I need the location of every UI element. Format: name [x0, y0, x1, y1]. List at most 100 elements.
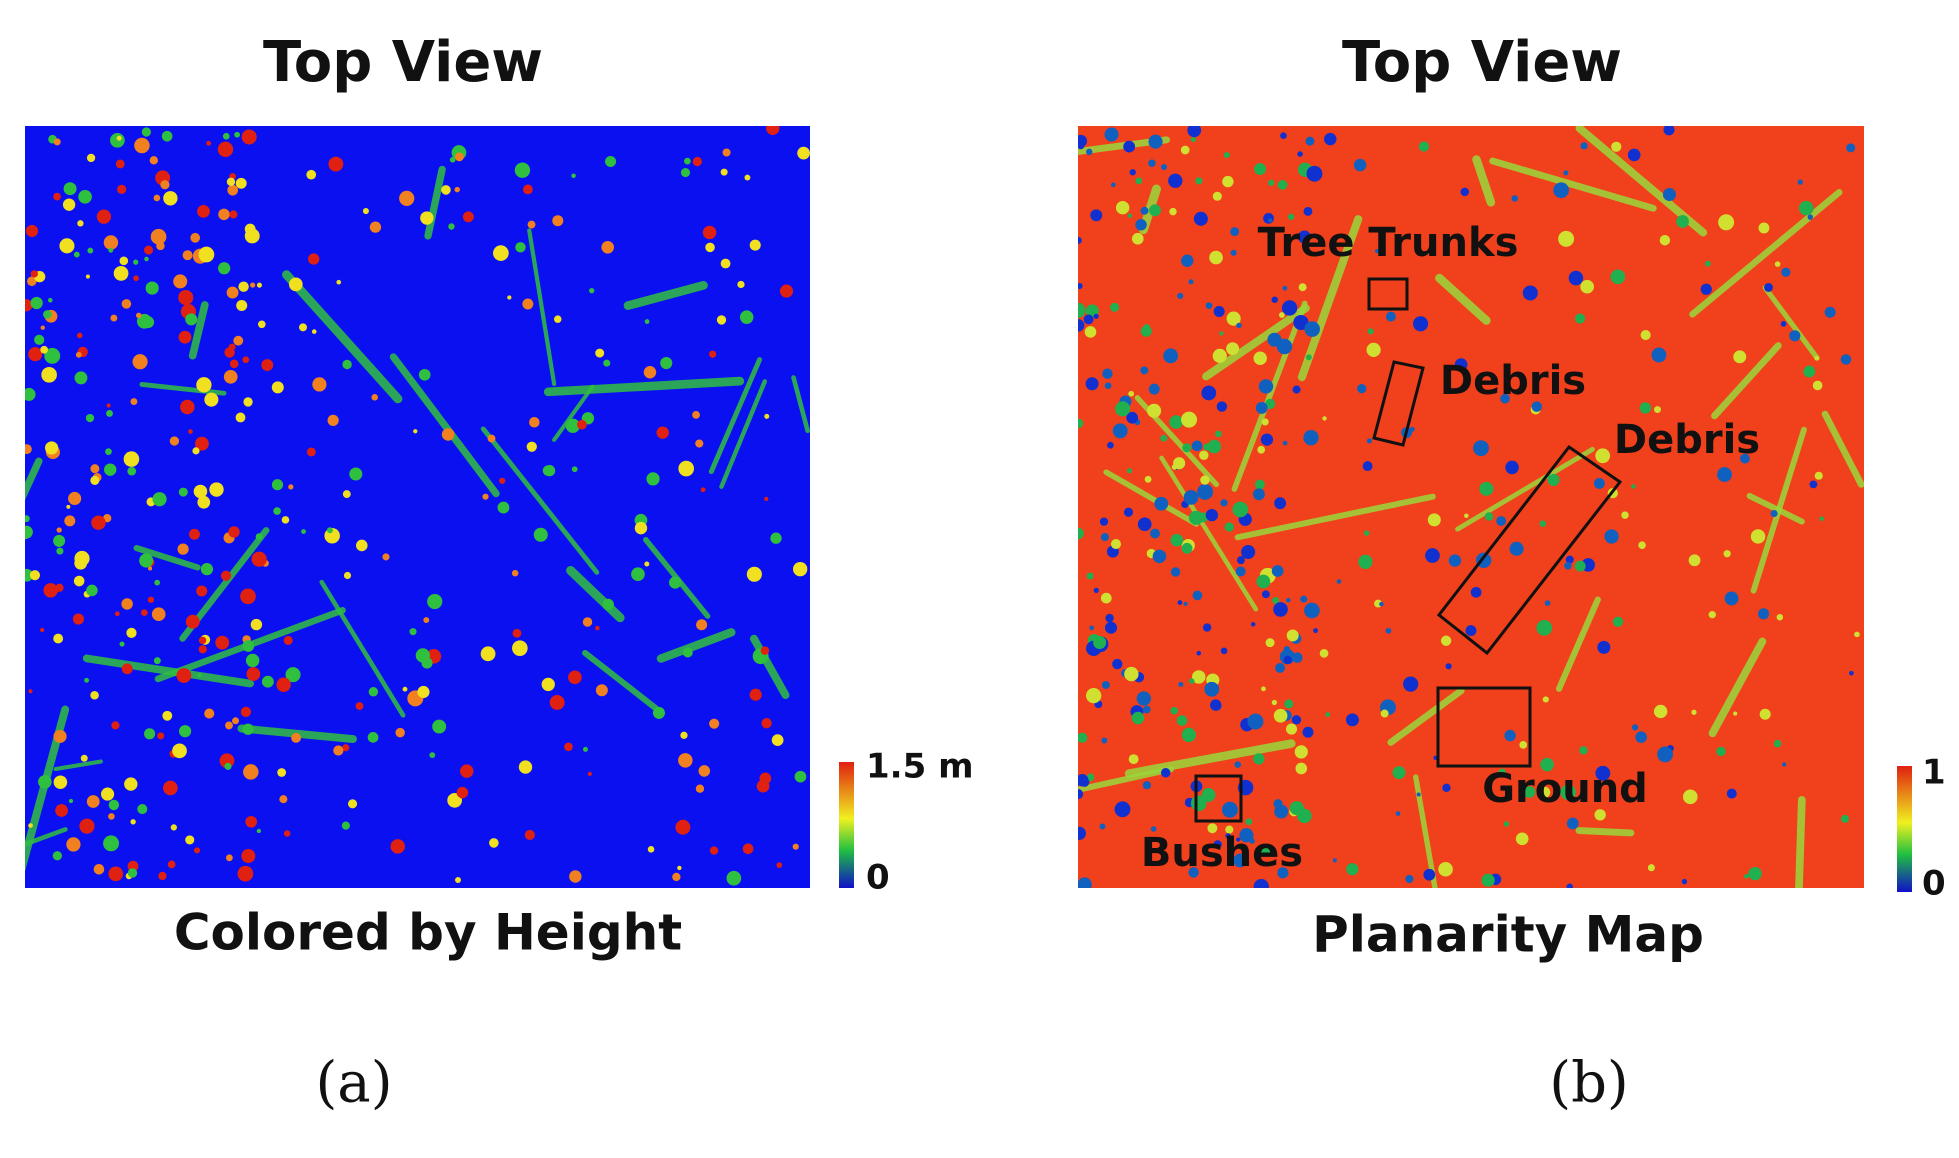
- point-cluster: [1289, 801, 1304, 816]
- point-cluster: [222, 132, 230, 140]
- point-cluster: [225, 854, 233, 862]
- trunk: [1821, 410, 1864, 488]
- point-cluster: [197, 204, 210, 218]
- point-cluster: [1236, 556, 1245, 565]
- point-cluster: [255, 533, 263, 541]
- point-cluster: [178, 330, 192, 344]
- point-cluster: [482, 493, 489, 500]
- point-cluster: [115, 159, 125, 169]
- point-cluster: [1663, 126, 1675, 136]
- point-cluster: [1479, 481, 1494, 496]
- point-cluster: [1271, 699, 1277, 706]
- point-cluster: [1511, 195, 1518, 202]
- point-cluster: [1099, 517, 1109, 526]
- point-cluster: [1481, 873, 1495, 887]
- point-cluster: [1225, 833, 1231, 839]
- point-cluster: [137, 804, 148, 815]
- point-cluster: [432, 719, 447, 734]
- point-cluster: [196, 585, 208, 597]
- point-cluster: [564, 742, 573, 752]
- point-cluster: [38, 775, 52, 789]
- point-cluster: [1078, 732, 1088, 743]
- point-cluster: [1124, 666, 1139, 682]
- point-cluster: [185, 313, 198, 326]
- trunk: [623, 281, 708, 310]
- point-cluster: [1304, 602, 1320, 619]
- point-cluster: [1283, 646, 1290, 653]
- point-cluster: [1216, 401, 1228, 412]
- point-cluster: [103, 235, 119, 250]
- point-cluster: [1205, 508, 1219, 522]
- trunk: [1159, 455, 1259, 612]
- point-cluster: [236, 299, 248, 312]
- point-cluster: [235, 412, 246, 423]
- point-cluster: [634, 521, 648, 535]
- point-cluster: [250, 282, 256, 288]
- point-cluster: [779, 284, 794, 298]
- point-cluster: [84, 677, 90, 683]
- point-cluster: [1700, 283, 1712, 295]
- point-cluster: [569, 870, 582, 883]
- point-cluster: [1726, 788, 1737, 799]
- point-cluster: [242, 723, 254, 735]
- trunk: [1689, 189, 1843, 318]
- point-cluster: [126, 627, 137, 638]
- point-cluster: [1718, 214, 1735, 231]
- point-cluster: [1298, 283, 1307, 292]
- point-cluster: [1181, 254, 1194, 267]
- point-cluster: [139, 553, 154, 568]
- panel-label: (a): [315, 1051, 392, 1116]
- point-cluster: [77, 220, 84, 227]
- point-cluster: [167, 860, 176, 869]
- point-cluster: [341, 821, 350, 830]
- panel-caption: Planarity Map: [1312, 906, 1704, 964]
- point-cluster: [1812, 380, 1823, 391]
- point-cluster: [1594, 809, 1606, 821]
- point-cluster: [326, 527, 333, 534]
- point-cluster: [1553, 182, 1569, 199]
- point-cluster: [312, 377, 327, 392]
- point-cluster: [643, 365, 657, 379]
- point-cluster: [742, 843, 754, 855]
- point-cluster: [1748, 866, 1762, 881]
- colorbar: [839, 762, 854, 888]
- point-cluster: [78, 189, 92, 204]
- point-cluster: [1305, 354, 1312, 361]
- point-cluster: [1291, 715, 1302, 725]
- point-cluster: [342, 744, 350, 752]
- point-cluster: [1442, 783, 1451, 792]
- point-cluster: [1716, 746, 1726, 757]
- point-cluster: [1423, 868, 1436, 881]
- point-cluster: [441, 428, 455, 441]
- point-cluster: [601, 241, 615, 254]
- point-cluster: [1304, 321, 1320, 337]
- point-cluster: [1750, 529, 1766, 544]
- point-cluster: [56, 527, 62, 533]
- point-cluster: [1261, 418, 1269, 426]
- point-cluster: [582, 617, 593, 627]
- trunk: [1708, 637, 1767, 738]
- height-texture: [25, 126, 810, 886]
- point-cluster: [311, 329, 317, 334]
- point-cluster: [1187, 126, 1202, 138]
- point-cluster: [1759, 708, 1771, 720]
- point-cluster: [1178, 681, 1184, 687]
- point-cluster: [1181, 727, 1197, 743]
- point-cluster: [226, 286, 239, 299]
- point-cluster: [30, 270, 38, 278]
- point-cluster: [27, 276, 37, 287]
- point-cluster: [382, 553, 390, 561]
- point-cluster: [1357, 384, 1367, 394]
- point-cluster: [677, 865, 682, 871]
- point-cluster: [1774, 261, 1781, 267]
- point-cluster: [180, 399, 195, 415]
- point-cluster: [91, 515, 106, 530]
- point-cluster: [1135, 219, 1147, 231]
- point-cluster: [134, 137, 150, 154]
- point-cluster: [162, 710, 173, 721]
- point-cluster: [241, 129, 257, 145]
- point-cluster: [669, 576, 682, 589]
- point-cluster: [1292, 652, 1303, 663]
- point-cluster: [251, 551, 267, 567]
- colorbar-max: 1.5 m: [866, 747, 974, 787]
